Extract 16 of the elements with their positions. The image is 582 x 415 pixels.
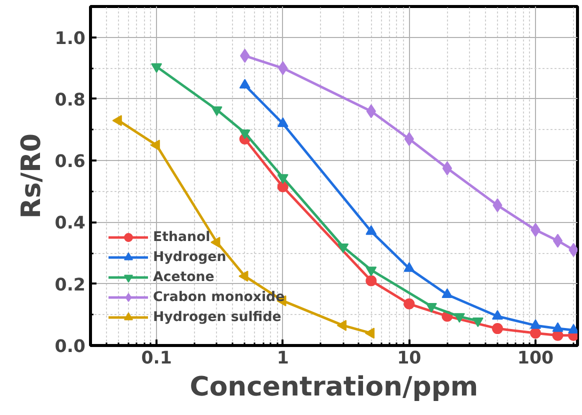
x-tick-label: 1: [276, 348, 289, 368]
legend-label: Hydrogen sulfide: [153, 310, 282, 324]
y-tick-label: 0.8: [54, 90, 86, 110]
y-tick-label: 0.4: [54, 214, 86, 234]
x-tick-label: 100: [517, 348, 554, 368]
y-tick-label: 1.0: [54, 28, 86, 49]
x-tick-label: 10: [397, 348, 422, 368]
x-axis-title: Concentration/ppm: [190, 372, 478, 402]
y-tick-label: 0.6: [54, 152, 86, 172]
y-axis-title: Rs/R0: [16, 133, 47, 219]
x-tick-label: 0.1: [141, 348, 172, 368]
y-tick-label: 0.0: [54, 337, 86, 357]
legend-label: Acetone: [153, 270, 214, 284]
legend-label: Ethanol: [153, 230, 210, 244]
legend-label: Hydrogen: [153, 250, 226, 264]
y-tick-label: 0.2: [54, 275, 86, 296]
